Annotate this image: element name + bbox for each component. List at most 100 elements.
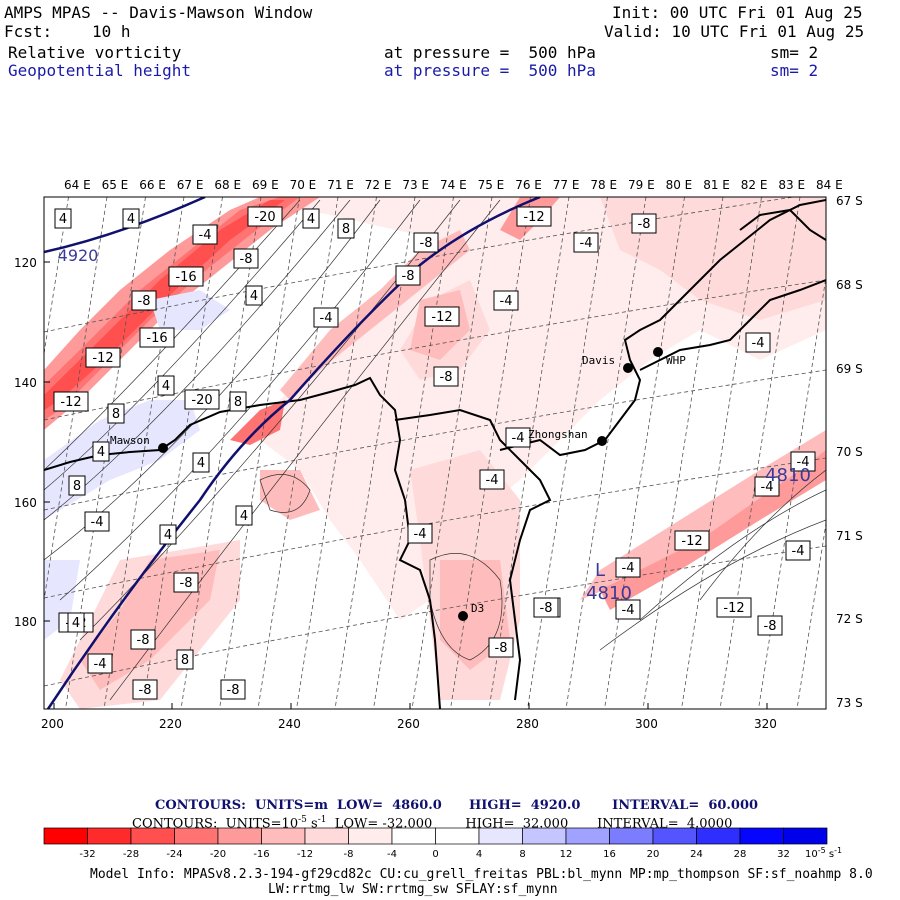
color-bar-swatch	[783, 827, 828, 845]
vorticity-label: -12	[53, 391, 89, 412]
svg-text:-4: -4	[320, 311, 333, 326]
svg-text:-4: -4	[761, 480, 774, 495]
vorticity-label: -4	[84, 511, 110, 532]
y-axis-label: 140	[14, 376, 37, 390]
x-axis-label: 240	[278, 717, 301, 731]
svg-text:-8: -8	[138, 294, 151, 309]
vorticity-label: -8	[173, 572, 199, 593]
station-whp: WHP	[653, 347, 686, 367]
station-d3: D3	[458, 602, 484, 621]
stations: Mawson Davis WHP Zhongshan D3	[110, 347, 686, 621]
lon-label: 68 E	[214, 178, 241, 192]
lon-label: 82 E	[741, 178, 768, 192]
color-bar: -32 -28 -24 -20 -16 -12 -8 -4 0 4 8 12 16 20 24 28 32 10-…	[43, 827, 842, 860]
lat-label: 72 S	[836, 612, 863, 626]
lon-label: 79 E	[628, 178, 655, 192]
lon-label: 64 E	[64, 178, 91, 192]
svg-text:4: 4	[250, 289, 258, 304]
field2-level: at pressure = 500 hPa	[384, 61, 596, 80]
vorticity-label: -4	[785, 540, 811, 561]
vorticity-label: 4	[122, 208, 140, 229]
fcst-label: Fcst:	[4, 22, 53, 41]
svg-text:-20: -20	[254, 210, 275, 225]
x-axis-label: 280	[516, 717, 539, 731]
svg-text:-4: -4	[792, 544, 805, 559]
color-bar-label: -20	[210, 849, 226, 860]
color-bar-swatch	[43, 827, 88, 845]
vorticity-label: 4	[157, 375, 175, 396]
lon-label: 75 E	[478, 178, 505, 192]
contour-info-height: CONTOURS: UNITS=m LOW= 4860.0 HIGH= 4920…	[155, 798, 759, 813]
vorticity-label: -8	[757, 615, 783, 636]
lat-label: 67 S	[836, 194, 863, 208]
valid-time: Valid: 10 UTC Fri 01 Aug 25	[604, 22, 865, 41]
vorticity-label: -4	[479, 469, 505, 490]
svg-text:-4: -4	[91, 515, 104, 530]
svg-text:8: 8	[73, 479, 81, 494]
height-label: L	[595, 560, 605, 581]
lon-label: 69 E	[252, 178, 279, 192]
svg-text:-12: -12	[723, 601, 744, 616]
lon-label: 78 E	[590, 178, 617, 192]
svg-text:8: 8	[342, 222, 350, 237]
vorticity-label: -8	[131, 290, 157, 311]
vorticity-label: -4	[493, 290, 519, 311]
vorticity-label: -12	[85, 347, 121, 368]
color-bar-label: -4	[387, 849, 397, 860]
vorticity-label: 4	[159, 524, 177, 545]
svg-text:4: 4	[162, 379, 170, 394]
svg-text:-4: -4	[486, 473, 499, 488]
svg-text:Mawson: Mawson	[110, 434, 150, 447]
vorticity-label: -4	[615, 557, 641, 578]
color-bar-label: 20	[647, 849, 660, 860]
svg-text:4: 4	[72, 616, 80, 631]
lat-label: 68 S	[836, 278, 863, 292]
x-axis-label: 200	[41, 717, 64, 731]
vorticity-label: 4	[235, 505, 253, 526]
svg-text:4: 4	[164, 528, 172, 543]
color-bar-label: -24	[166, 849, 182, 860]
vorticity-label: -8	[488, 637, 514, 658]
plot-frame	[43, 196, 827, 710]
lat-label: 70 S	[836, 445, 863, 459]
svg-text:-8: -8	[420, 236, 433, 251]
lat-label: 71 S	[836, 529, 863, 543]
vorticity-label: -4	[192, 224, 218, 245]
vorticity-label: -12	[424, 306, 460, 327]
field2-sm: sm= 2	[770, 61, 819, 80]
vorticity-label: 4	[54, 208, 72, 229]
svg-text:-12: -12	[92, 351, 113, 366]
svg-text:-4: -4	[512, 431, 525, 446]
svg-text:8: 8	[181, 653, 189, 668]
svg-text:-8: -8	[540, 601, 553, 616]
svg-text:-4: -4	[580, 236, 593, 251]
color-bar-label: 16	[603, 849, 616, 860]
svg-text:4: 4	[97, 445, 105, 460]
svg-text:-12: -12	[681, 534, 702, 549]
axis-ticks: 64 E 65 E 66 E 67 E 68 E 69 E 70 E 71 E 72 E 73 E…	[14, 178, 863, 731]
vorticity-label: -4	[615, 599, 641, 620]
vorticity-label: 4	[245, 285, 263, 306]
vorticity-label: -16	[168, 266, 204, 287]
lon-label: 81 E	[703, 178, 730, 192]
field1-level: at pressure = 500 hPa	[384, 43, 596, 62]
color-bar-label: 24	[690, 849, 703, 860]
lon-label: 74 E	[440, 178, 467, 192]
color-bar-label: 0	[432, 849, 438, 860]
svg-text:-4: -4	[199, 228, 212, 243]
svg-text:8: 8	[112, 407, 120, 422]
vorticity-label: -4	[313, 307, 339, 328]
color-bar-label: 12	[560, 849, 573, 860]
color-bar-label: 28	[734, 849, 747, 860]
vorticity-label: -8	[533, 597, 559, 618]
lon-label: 76 E	[515, 178, 542, 192]
vorticity-label: 8	[107, 403, 125, 424]
lon-label: 73 E	[402, 178, 429, 192]
svg-text:-8: -8	[402, 269, 415, 284]
vorticity-label: -4	[87, 653, 113, 674]
svg-text:4: 4	[127, 212, 135, 227]
svg-text:8: 8	[234, 395, 242, 410]
model-info: Model Info: MPASv8.2.3-194-gf29cd82c CU:…	[90, 867, 873, 882]
vorticity-label: -8	[130, 629, 156, 650]
